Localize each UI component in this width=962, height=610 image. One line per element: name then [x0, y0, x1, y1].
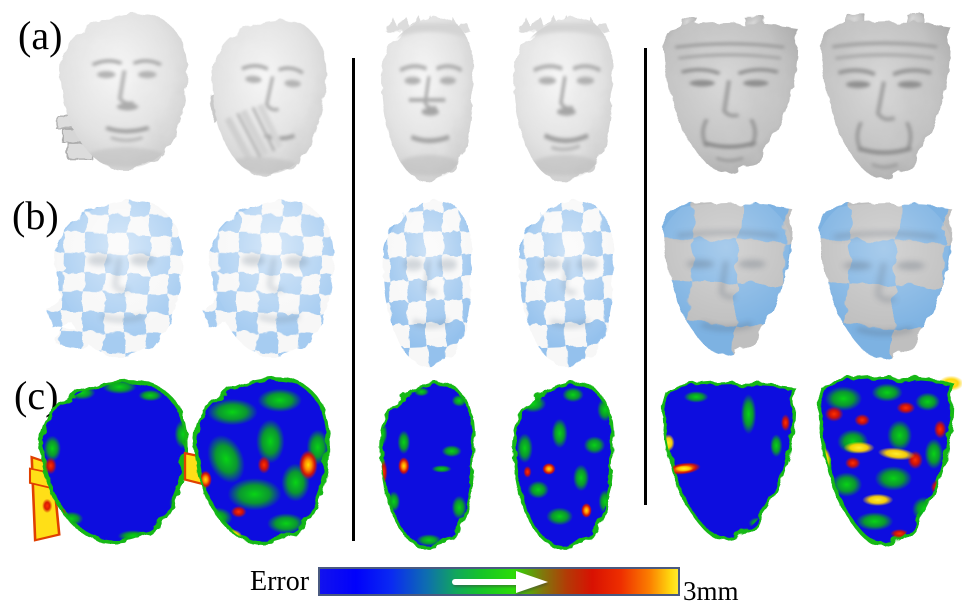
face-errormap-c6	[817, 375, 962, 547]
face-errormap-c5	[661, 381, 795, 541]
face-checker-b2	[202, 200, 334, 356]
column-divider	[352, 58, 355, 541]
face-features	[86, 59, 166, 167]
face-surface	[206, 15, 331, 179]
face-features	[675, 42, 785, 163]
face-features	[224, 64, 304, 175]
error-legend-label: Error	[250, 566, 310, 597]
face-shading	[211, 200, 334, 339]
face-scan-a1	[55, 13, 188, 169]
face-errormap-c2	[183, 376, 330, 544]
face-errormap-c1	[28, 374, 202, 546]
face-shading	[382, 200, 473, 350]
row-label-a: (a)	[18, 13, 63, 58]
face-shading	[663, 202, 791, 332]
face-features	[396, 22, 467, 176]
column-divider	[644, 48, 647, 505]
row-label-c: (c)	[14, 373, 59, 418]
face-shading	[518, 200, 614, 350]
face-scan-a4	[513, 13, 613, 181]
face-shading	[819, 203, 951, 336]
face-shading	[57, 200, 183, 339]
face-scan-a3	[381, 13, 474, 181]
face-scan-a6	[821, 13, 949, 179]
face-features	[529, 22, 606, 176]
face-errormap-c3	[379, 381, 476, 548]
face-surface	[663, 15, 797, 174]
face-features	[832, 41, 938, 169]
face-checker-b1	[46, 200, 183, 356]
face-surface	[379, 381, 476, 548]
colorbar-arrow-icon	[452, 571, 548, 593]
face-surface	[202, 200, 334, 356]
error-max-label: 3mm	[683, 576, 739, 606]
face-errormap-c4	[512, 381, 614, 548]
face-checker-b5	[663, 202, 791, 355]
face-scan-a5	[663, 15, 797, 174]
face-scan-a2	[206, 15, 331, 179]
face-surface	[42, 381, 185, 540]
row-label-b: (b)	[12, 193, 59, 238]
face-surface	[55, 13, 188, 169]
face-surface	[661, 381, 795, 541]
error-colorbar	[318, 567, 680, 596]
face-surface	[821, 13, 949, 179]
face-checker-b3	[382, 200, 473, 366]
face-checker-b6	[819, 203, 951, 359]
face-checker-b4	[518, 200, 614, 366]
